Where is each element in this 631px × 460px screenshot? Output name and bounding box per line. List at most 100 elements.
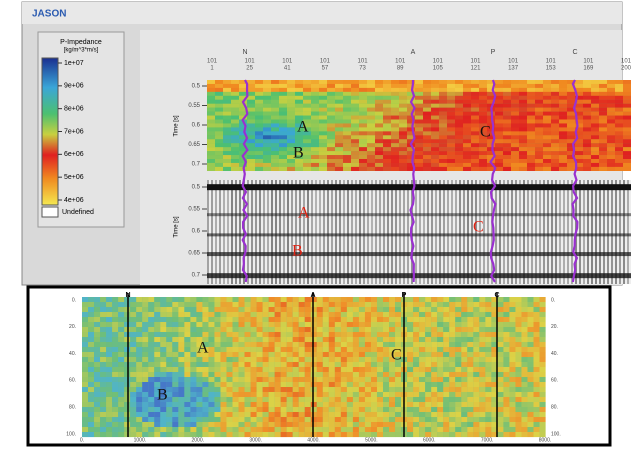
- x-tick-label: 4000.: [307, 437, 320, 443]
- texture-cell: [471, 116, 479, 120]
- texture-cell: [172, 317, 178, 322]
- texture-cell: [540, 377, 546, 382]
- texture-cell: [335, 123, 343, 127]
- texture-cell: [519, 143, 527, 147]
- texture-cell: [455, 412, 461, 417]
- texture-cell: [275, 307, 281, 312]
- texture-cell: [353, 322, 359, 327]
- texture-cell: [443, 312, 449, 317]
- texture-cell: [527, 357, 533, 362]
- texture-cell: [329, 362, 335, 367]
- wiggle: [587, 180, 589, 284]
- texture-cell: [365, 387, 371, 392]
- texture-cell: [479, 402, 485, 407]
- texture-cell: [251, 427, 257, 432]
- texture-cell: [591, 143, 599, 147]
- texture-cell: [305, 367, 311, 372]
- texture-cell: [527, 120, 535, 124]
- texture-cell: [543, 100, 551, 104]
- wiggle: [379, 180, 381, 284]
- texture-cell: [271, 92, 279, 96]
- texture-cell: [467, 377, 473, 382]
- texture-cell: [407, 352, 413, 357]
- texture-cell: [443, 347, 449, 352]
- texture-cell: [172, 377, 178, 382]
- texture-cell: [275, 422, 281, 427]
- texture-cell: [497, 322, 503, 327]
- texture-cell: [389, 427, 395, 432]
- texture-cell: [148, 382, 154, 387]
- texture-cell: [439, 127, 447, 131]
- texture-cell: [461, 297, 467, 302]
- texture-cell: [431, 143, 439, 147]
- texture-cell: [112, 357, 118, 362]
- texture-cell: [615, 116, 623, 120]
- texture-cell: [359, 297, 365, 302]
- texture-cell: [88, 307, 94, 312]
- texture-cell: [184, 372, 190, 377]
- texture-cell: [353, 337, 359, 342]
- texture-cell: [353, 387, 359, 392]
- well-label: P: [491, 49, 496, 56]
- texture-cell: [245, 427, 251, 432]
- texture-cell: [347, 422, 353, 427]
- texture-cell: [467, 372, 473, 377]
- texture-cell: [485, 337, 491, 342]
- texture-cell: [347, 342, 353, 347]
- texture-cell: [575, 155, 583, 159]
- texture-cell: [519, 80, 527, 84]
- texture-cell: [341, 302, 347, 307]
- texture-cell: [377, 362, 383, 367]
- texture-cell: [371, 417, 377, 422]
- texture-cell: [257, 297, 263, 302]
- texture-cell: [335, 357, 341, 362]
- texture-cell: [591, 147, 599, 151]
- texture-cell: [447, 123, 455, 127]
- texture-cell: [207, 155, 215, 159]
- texture-cell: [335, 116, 343, 120]
- texture-cell: [251, 307, 257, 312]
- wiggle: [551, 180, 553, 284]
- wiggle: [431, 180, 433, 284]
- texture-cell: [497, 342, 503, 347]
- texture-cell: [255, 151, 263, 155]
- trace-label: 101: [621, 59, 631, 65]
- texture-cell: [100, 372, 106, 377]
- texture-cell: [172, 432, 178, 437]
- texture-cell: [226, 382, 232, 387]
- texture-cell: [148, 432, 154, 437]
- texture-cell: [323, 342, 329, 347]
- texture-cell: [323, 347, 329, 352]
- texture-cell: [375, 96, 383, 100]
- texture-cell: [239, 422, 245, 427]
- texture-cell: [311, 407, 317, 412]
- texture-cell: [202, 422, 208, 427]
- texture-cell: [82, 362, 88, 367]
- texture-cell: [94, 432, 100, 437]
- texture-cell: [214, 362, 220, 367]
- texture-cell: [407, 367, 413, 372]
- texture-cell: [511, 80, 519, 84]
- texture-cell: [479, 367, 485, 372]
- texture-cell: [463, 131, 471, 135]
- texture-cell: [511, 143, 519, 147]
- texture-cell: [463, 104, 471, 108]
- texture-cell: [515, 297, 521, 302]
- texture-cell: [287, 332, 293, 337]
- texture-cell: [329, 427, 335, 432]
- texture-cell: [413, 367, 419, 372]
- texture-cell: [543, 104, 551, 108]
- texture-cell: [190, 397, 196, 402]
- y-axis-label: Time [s]: [174, 216, 180, 237]
- texture-cell: [215, 151, 223, 155]
- texture-cell: [415, 80, 423, 84]
- texture-cell: [391, 155, 399, 159]
- texture-cell: [303, 112, 311, 116]
- texture-cell: [599, 147, 607, 151]
- texture-cell: [495, 104, 503, 108]
- texture-cell: [323, 332, 329, 337]
- texture-cell: [471, 139, 479, 143]
- texture-cell: [148, 297, 154, 302]
- texture-cell: [351, 88, 359, 92]
- texture-cell: [485, 322, 491, 327]
